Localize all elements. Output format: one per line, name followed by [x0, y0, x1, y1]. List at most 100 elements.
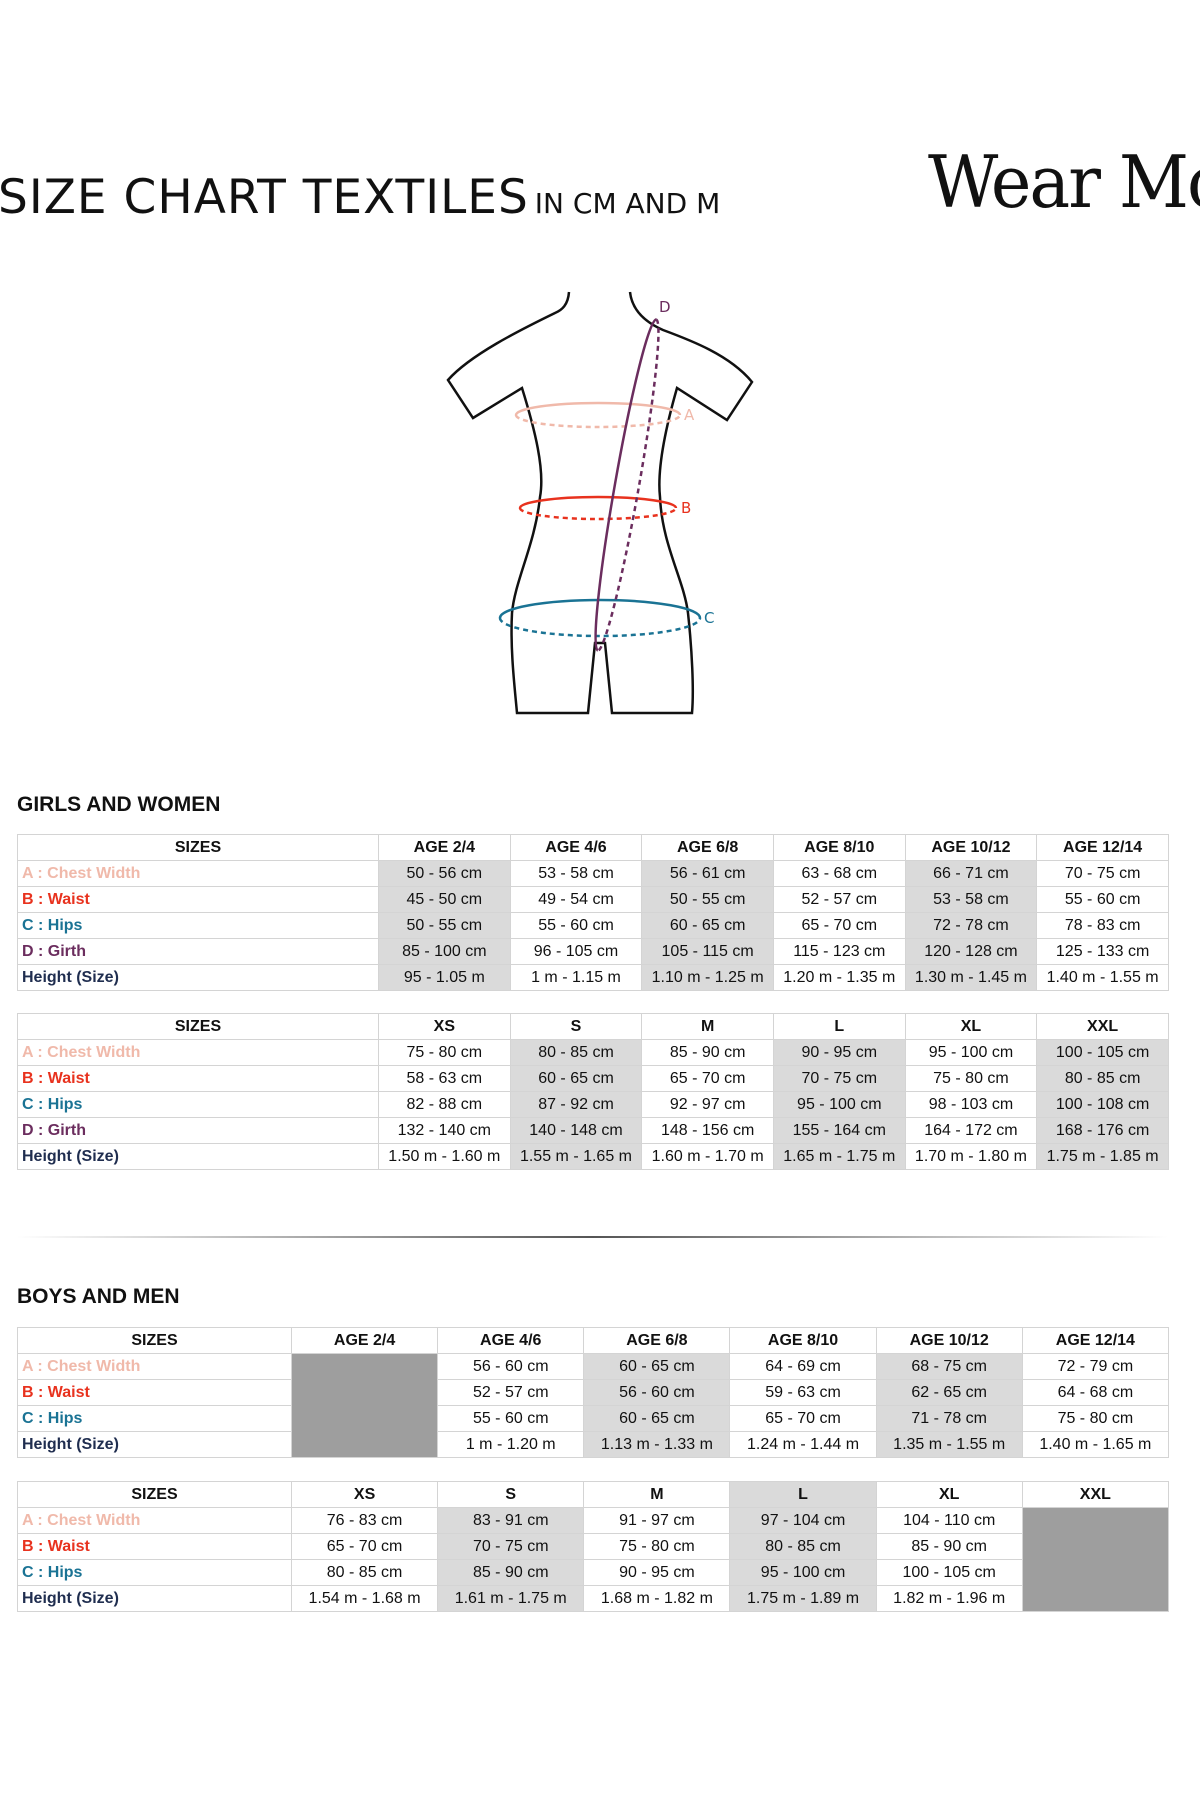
measurement-cell: 63 - 68 cm	[772, 860, 906, 887]
measurement-cell: 168 - 176 cm	[1036, 1117, 1169, 1144]
table-row: D : Girth 132 - 140 cm 140 - 148 cm 148 - 1…	[17, 1117, 1169, 1144]
row-label: Height (Size)	[17, 1143, 379, 1170]
measurement-cell: 1.40 m - 1.55 m	[1036, 964, 1169, 991]
measurement-cell: 1.20 m - 1.35 m	[772, 964, 906, 991]
measurement-cell: 52 - 57 cm	[772, 886, 906, 913]
measurement-cell: 55 - 60 cm	[1036, 886, 1169, 913]
row-label: A : Chest Width	[17, 1353, 292, 1380]
measurement-cell: 90 - 95 cm	[583, 1559, 731, 1586]
column-header: AGE 12/14	[1036, 834, 1169, 861]
girth-measure	[594, 318, 660, 652]
measurement-cell: 49 - 54 cm	[509, 886, 643, 913]
measurement-cell: 80 - 85 cm	[290, 1559, 439, 1586]
waist-measure	[518, 495, 678, 521]
measurement-cell: 1.50 m - 1.60 m	[378, 1143, 511, 1170]
measurement-cell: 87 - 92 cm	[509, 1091, 643, 1118]
measurement-cell: 83 - 91 cm	[437, 1507, 585, 1534]
measurement-cell: 155 - 164 cm	[772, 1117, 906, 1144]
column-header: AGE 6/8	[641, 834, 774, 861]
column-header: SIZES	[17, 834, 379, 861]
table-row: B : Waist 45 - 50 cm 49 - 54 cm 50 - 55 cm 5…	[17, 886, 1169, 913]
measurement-cell: 80 - 85 cm	[729, 1533, 877, 1560]
brand-logo: Wear Moi	[928, 140, 1200, 224]
row-label: C : Hips	[17, 1405, 292, 1432]
measurement-cell: 95 - 100 cm	[904, 1039, 1038, 1066]
measurement-cell: 62 - 65 cm	[875, 1379, 1023, 1406]
table-header-row: SIZES AGE 2/4 AGE 4/6 AGE 6/8 AGE 8/10 AGE 10…	[17, 1327, 1169, 1354]
column-header: XS	[378, 1013, 511, 1040]
column-header: XL	[904, 1013, 1038, 1040]
column-header: M	[641, 1013, 774, 1040]
measurement-cell: 68 - 75 cm	[875, 1353, 1023, 1380]
column-header: AGE 10/12	[875, 1327, 1023, 1354]
table-row: D : Girth 85 - 100 cm 96 - 105 cm 105 - 115…	[17, 938, 1169, 965]
label-d: D	[659, 298, 671, 316]
measurement-cell: 80 - 85 cm	[509, 1039, 643, 1066]
title-subtitle: IN CM AND M	[534, 187, 721, 220]
girls-adults-table: SIZES XS S M L XL XXL A : Chest Width 75 - 80 cm…	[17, 1013, 1169, 1170]
measurement-cell: 65 - 70 cm	[772, 912, 906, 939]
column-header: AGE 6/8	[583, 1327, 731, 1354]
measurement-cell: 76 - 83 cm	[290, 1507, 439, 1534]
measurement-cell: 50 - 55 cm	[641, 886, 774, 913]
row-label: B : Waist	[17, 1533, 292, 1560]
measurement-cell: 95 - 100 cm	[729, 1559, 877, 1586]
measurement-cell: 52 - 57 cm	[437, 1379, 585, 1406]
measurement-cell: 1.10 m - 1.25 m	[641, 964, 774, 991]
measurement-cell: 75 - 80 cm	[378, 1039, 511, 1066]
measurement-cell: 91 - 97 cm	[583, 1507, 731, 1534]
measurement-cell: 85 - 90 cm	[641, 1039, 774, 1066]
measurement-cell: 1.75 m - 1.89 m	[729, 1585, 877, 1612]
table-row: B : Waist 58 - 63 cm 60 - 65 cm 65 - 70 cm 7…	[17, 1065, 1169, 1092]
measurement-cell: 75 - 80 cm	[1021, 1405, 1169, 1432]
row-label: A : Chest Width	[17, 1507, 292, 1534]
section-girls-title: GIRLS AND WOMEN	[17, 793, 221, 816]
measurement-cell: 95 - 1.05 m	[378, 964, 511, 991]
measurement-cell: 50 - 56 cm	[378, 860, 511, 887]
measurement-cell: 72 - 79 cm	[1021, 1353, 1169, 1380]
measurement-cell: 92 - 97 cm	[641, 1091, 774, 1118]
measurement-cell: 1.82 m - 1.96 m	[875, 1585, 1023, 1612]
measurement-cell: 65 - 70 cm	[290, 1533, 439, 1560]
measurement-cell: 55 - 60 cm	[437, 1405, 585, 1432]
column-header: M	[583, 1481, 731, 1508]
table-row: C : Hips 80 - 85 cm 85 - 90 cm 90 - 95 cm 95…	[17, 1559, 1169, 1586]
table-row: C : Hips 82 - 88 cm 87 - 92 cm 92 - 97 cm 95…	[17, 1091, 1169, 1118]
measurement-cell: 120 - 128 cm	[904, 938, 1038, 965]
measurement-cell: 1.70 m - 1.80 m	[904, 1143, 1038, 1170]
column-header: AGE 10/12	[904, 834, 1038, 861]
measurement-cell: 140 - 148 cm	[509, 1117, 643, 1144]
measurement-cell: 132 - 140 cm	[378, 1117, 511, 1144]
measurement-cell: 1 m - 1.15 m	[509, 964, 643, 991]
row-label: A : Chest Width	[17, 1039, 379, 1066]
label-b: B	[681, 499, 691, 517]
measurement-cell: 56 - 60 cm	[583, 1379, 731, 1406]
title-main: SIZE CHART TEXTILES	[0, 170, 529, 225]
unavailable-cell	[1021, 1507, 1169, 1612]
row-label: Height (Size)	[17, 964, 379, 991]
measurement-cell: 1.35 m - 1.55 m	[875, 1431, 1023, 1458]
section-divider	[17, 1236, 1168, 1238]
measurement-cell: 82 - 88 cm	[378, 1091, 511, 1118]
row-label: Height (Size)	[17, 1431, 292, 1458]
measurement-cell: 1.40 m - 1.65 m	[1021, 1431, 1169, 1458]
measurement-cell: 1.60 m - 1.70 m	[641, 1143, 774, 1170]
column-header: SIZES	[17, 1327, 292, 1354]
measurement-cell: 1.65 m - 1.75 m	[772, 1143, 906, 1170]
measurement-cell: 104 - 110 cm	[875, 1507, 1023, 1534]
column-header: S	[509, 1013, 643, 1040]
measurement-cell: 70 - 75 cm	[437, 1533, 585, 1560]
measurement-cell: 45 - 50 cm	[378, 886, 511, 913]
table-header-row: SIZES XS S M L XL XXL	[17, 1481, 1169, 1508]
table-row: A : Chest Width 56 - 60 cm 60 - 65 cm 64 - …	[17, 1353, 1169, 1458]
measurement-cell: 64 - 69 cm	[729, 1353, 877, 1380]
column-header: XXL	[1036, 1013, 1169, 1040]
label-a: A	[684, 406, 695, 424]
measurement-cell: 59 - 63 cm	[729, 1379, 877, 1406]
measurement-cell: 60 - 65 cm	[509, 1065, 643, 1092]
table-row: A : Chest Width 76 - 83 cm 83 - 91 cm 91 - …	[17, 1507, 1169, 1612]
measurement-cell: 58 - 63 cm	[378, 1065, 511, 1092]
table-row: Height (Size) 1.50 m - 1.60 m 1.55 m - 1.6…	[17, 1143, 1169, 1170]
table-row: B : Waist 65 - 70 cm 70 - 75 cm 75 - 80 cm 8…	[17, 1533, 1169, 1560]
boys-adults-table: SIZES XS S M L XL XXL A : Chest Width 76 - 83 cm…	[17, 1481, 1169, 1612]
